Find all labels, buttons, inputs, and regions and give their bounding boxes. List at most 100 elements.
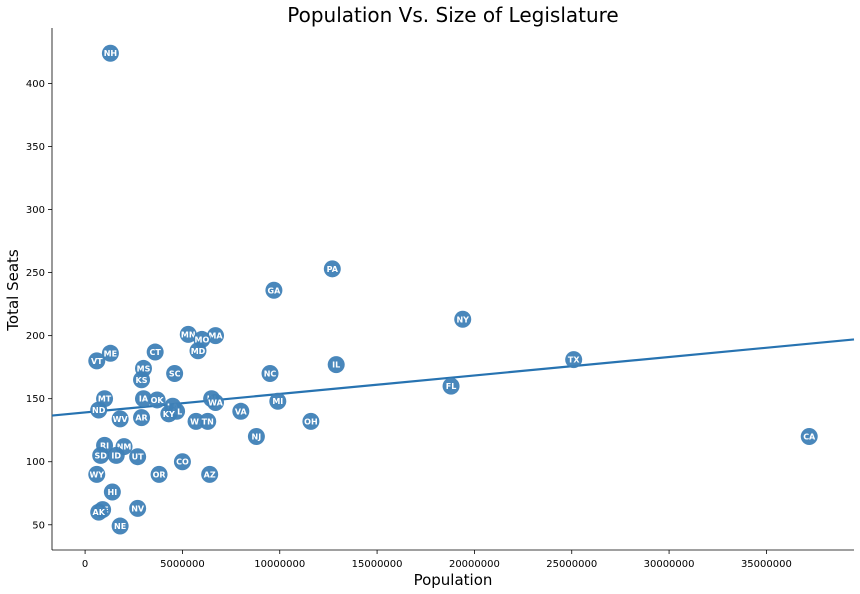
data-point-sc: SC: [166, 364, 184, 382]
x-axis-title: Population: [414, 571, 493, 589]
data-point-ny: NY: [454, 310, 472, 328]
point-label: MD: [191, 347, 206, 356]
data-point-co: CO: [173, 453, 191, 471]
point-label: WA: [208, 398, 223, 407]
data-point-nv: NV: [129, 499, 147, 517]
point-label: MA: [208, 332, 223, 341]
point-marker: [199, 412, 217, 430]
point-marker: [302, 412, 320, 430]
data-point-ak: AK: [90, 503, 108, 521]
point-marker: [247, 428, 265, 446]
point-label: MO: [195, 335, 210, 344]
point-label: MI: [272, 397, 283, 406]
point-label: NC: [264, 369, 277, 378]
point-label: NE: [114, 522, 126, 531]
point-marker: [327, 356, 345, 374]
x-tick-label: 30000000: [644, 559, 695, 570]
point-label: IA: [139, 395, 149, 404]
point-marker: [90, 401, 108, 419]
point-marker: [133, 371, 151, 389]
point-label: AK: [93, 508, 106, 517]
point-marker: [800, 428, 818, 446]
point-label: IL: [332, 361, 340, 370]
point-label: NH: [104, 49, 117, 58]
point-marker: [146, 343, 164, 361]
data-point-nd: ND: [90, 401, 108, 419]
point-label: WI: [190, 417, 202, 426]
point-label: WY: [89, 470, 104, 479]
point-marker: [148, 391, 166, 409]
point-label: NM: [117, 443, 132, 452]
point-marker: [134, 390, 152, 408]
point-label: VA: [235, 407, 248, 416]
x-tick-label: 25000000: [546, 559, 597, 570]
y-tick-label: 400: [26, 79, 45, 90]
data-point-ia: IA: [134, 390, 152, 408]
data-point-sd: SD: [92, 446, 110, 464]
point-marker: [189, 342, 207, 360]
point-label: NJ: [252, 433, 262, 442]
point-label: OH: [304, 417, 318, 426]
x-tick-label: 0: [82, 559, 88, 570]
point-label: HI: [108, 488, 118, 497]
point-marker: [442, 377, 460, 395]
point-marker: [454, 310, 472, 328]
x-tick-label: 20000000: [449, 559, 500, 570]
data-point-md: MD: [189, 342, 207, 360]
data-point-wa: WA: [207, 393, 225, 411]
point-marker: [129, 499, 147, 517]
data-point-az: AZ: [201, 465, 219, 483]
point-label: CA: [803, 433, 816, 442]
point-marker: [207, 327, 225, 345]
point-marker: [179, 325, 197, 343]
data-point-oh: OH: [302, 412, 320, 430]
y-tick-label: 150: [26, 394, 45, 405]
point-marker: [201, 465, 219, 483]
data-point-nc: NC: [261, 364, 279, 382]
x-tick-label: 35000000: [741, 559, 792, 570]
data-point-mi: MI: [269, 392, 287, 410]
point-label: TX: [568, 356, 580, 365]
point-label: GA: [268, 286, 282, 295]
point-label: AZ: [204, 470, 216, 479]
data-point-ks: KS: [133, 371, 151, 389]
data-point-wi: WI: [187, 412, 205, 430]
point-marker: [101, 44, 119, 62]
data-point-tx: TX: [565, 351, 583, 369]
data-point-ga: GA: [265, 281, 283, 299]
point-marker: [103, 483, 121, 501]
point-label: KS: [136, 376, 148, 385]
point-label: FL: [446, 382, 457, 391]
point-marker: [261, 364, 279, 382]
data-point-ct: CT: [146, 343, 164, 361]
point-label: RI: [100, 441, 109, 450]
point-marker: [88, 465, 106, 483]
data-point-nh: NH: [101, 44, 119, 62]
point-label: CT: [150, 348, 162, 357]
y-axis-title: Total Seats: [4, 249, 22, 332]
point-marker: [88, 352, 106, 370]
x-tick-label: 10000000: [254, 559, 305, 570]
data-point-hi: HI: [103, 483, 121, 501]
data-point-nj: NJ: [247, 428, 265, 446]
point-marker: [173, 453, 191, 471]
data-point-id: ID: [107, 446, 125, 464]
point-marker: [150, 465, 168, 483]
data-point-ma: MA: [207, 327, 225, 345]
point-label: OR: [153, 470, 166, 479]
point-label: MN: [181, 330, 196, 339]
data-point-il: IL: [327, 356, 345, 374]
point-marker: [133, 409, 151, 427]
chart-title: Population Vs. Size of Legislature: [287, 3, 618, 27]
data-point-fl: FL: [442, 377, 460, 395]
point-label: NV: [131, 504, 145, 513]
point-marker: [232, 402, 250, 420]
data-point-wy: WY: [88, 465, 106, 483]
y-tick-label: 50: [32, 520, 45, 531]
point-marker: [166, 364, 184, 382]
point-marker: [269, 392, 287, 410]
y-tick-label: 200: [26, 331, 45, 342]
point-label: OK: [151, 396, 165, 405]
point-label: PA: [327, 265, 339, 274]
